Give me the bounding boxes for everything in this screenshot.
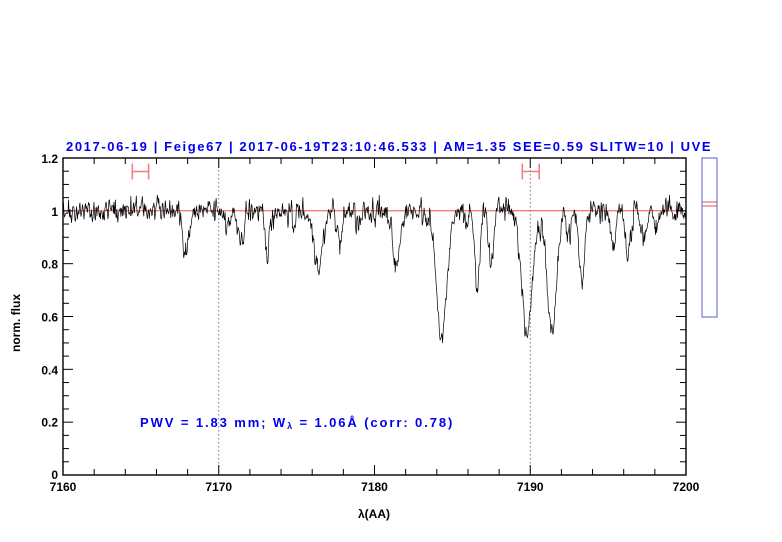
svg-text:7190: 7190 [517,480,544,494]
svg-text:0.8: 0.8 [41,258,58,272]
svg-text:1.2: 1.2 [41,152,58,166]
svg-text:2017-06-19 | Feige67 | 2017-06: 2017-06-19 | Feige67 | 2017-06-19T23:10:… [66,139,712,154]
svg-text:0.6: 0.6 [41,311,58,325]
svg-text:7160: 7160 [50,480,77,494]
svg-text:7180: 7180 [361,480,388,494]
svg-text:7170: 7170 [205,480,232,494]
svg-text:λ(AA): λ(AA) [358,507,390,521]
svg-text:1: 1 [51,205,58,219]
svg-text:0.4: 0.4 [41,363,58,377]
svg-text:norm. flux: norm. flux [9,294,23,352]
svg-text:0.2: 0.2 [41,416,58,430]
svg-text:PWV = 1.83 mm; Wλ = 1.06Å (cor: PWV = 1.83 mm; Wλ = 1.06Å (corr: 0.78) [140,415,454,431]
svg-text:0: 0 [51,468,58,482]
svg-text:7200: 7200 [673,480,700,494]
